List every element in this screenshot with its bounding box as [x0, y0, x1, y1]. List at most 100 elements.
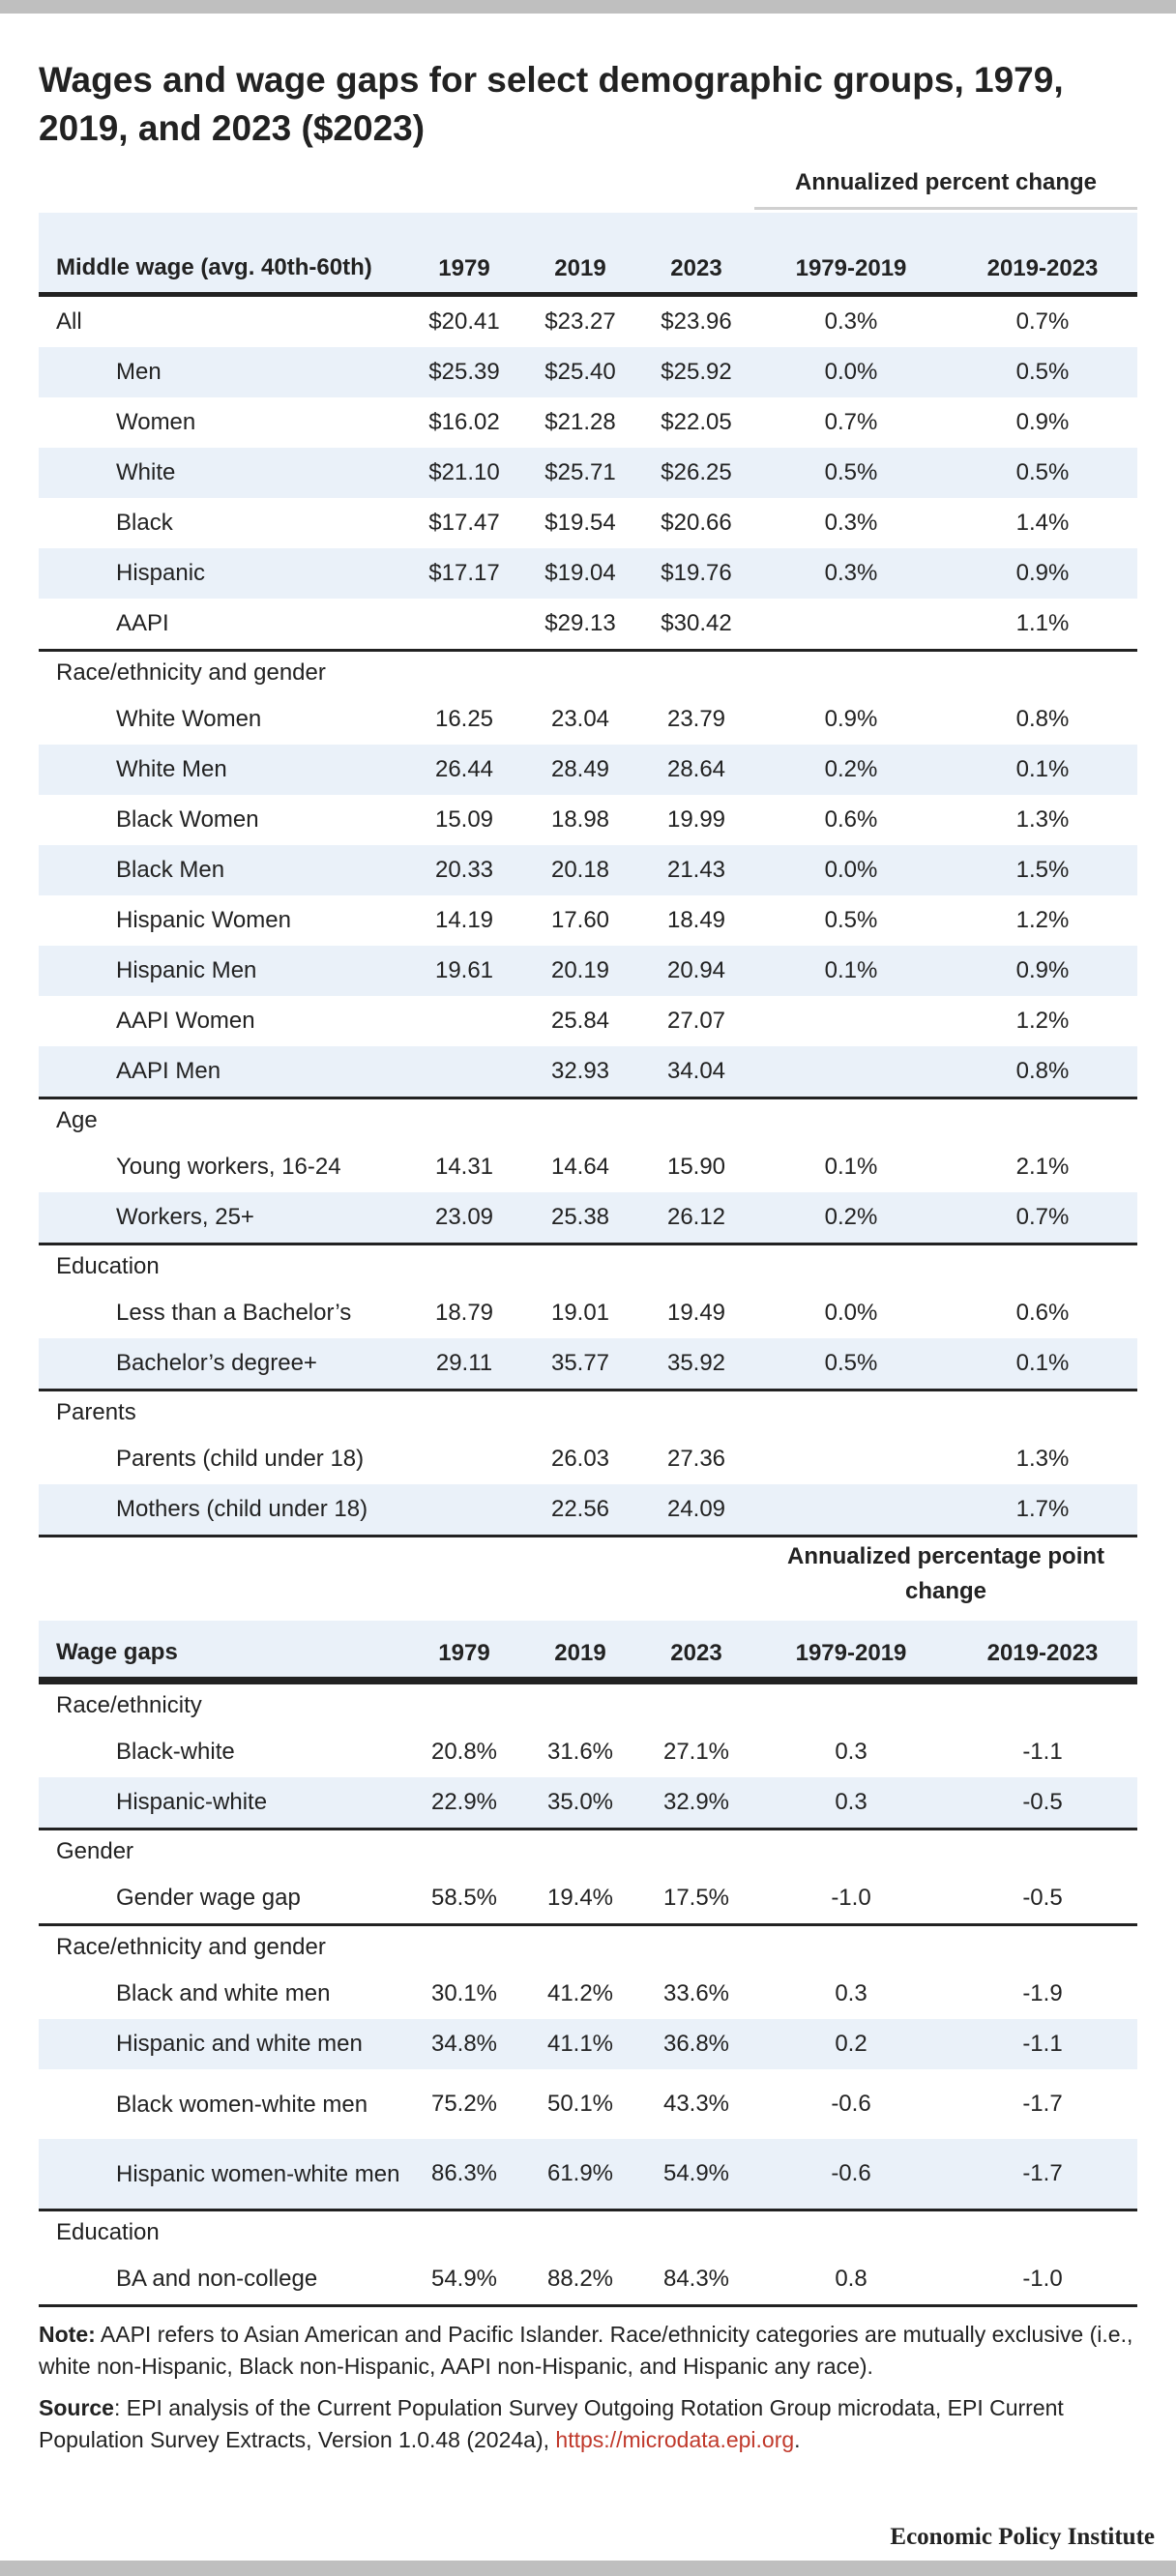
group-label-gender: Gender: [56, 1838, 134, 1864]
cell-2023: 33.6%: [662, 1980, 730, 2006]
cell-1979-2019: 0.9%: [824, 706, 878, 732]
table-row: Workers, 25+ 23.09 25.38 26.12 0.2% 0.7%: [39, 1192, 1137, 1243]
row-label-hispanic: Hispanic: [116, 560, 206, 586]
table-row: Black women-white men 75.2% 50.1% 43.3% -0.6…: [39, 2069, 1137, 2139]
spanner-row-1: Annualized percent change: [39, 162, 1137, 213]
cell-1979-2019: 0.0%: [824, 359, 878, 385]
table-row: Hispanic $17.17 $19.04 $19.76 0.3% 0.9%: [39, 548, 1137, 599]
cell-1979-2019: 0.3: [835, 1789, 867, 1815]
cell-2019-2023: 0.8%: [1015, 1058, 1070, 1084]
cell-2019-2023: -1.1: [1022, 1739, 1063, 1765]
group-label-row: Education: [39, 1243, 1137, 1288]
cell-1979: 16.25: [434, 706, 494, 732]
col-header-wage-gaps: Wage gaps: [56, 1639, 178, 1665]
row-label-men: Men: [116, 359, 162, 385]
table-row: AAPI Women 25.84 27.07 1.2%: [39, 996, 1137, 1046]
cell-2019: 50.1%: [546, 2091, 614, 2117]
cell-2023: 32.9%: [662, 1789, 730, 1815]
table-row: White Men 26.44 28.49 28.64 0.2% 0.1%: [39, 745, 1137, 795]
table-row: Bachelor’s degree+ 29.11 35.77 35.92 0.5% 0.1…: [39, 1338, 1137, 1389]
cell-2019: 32.93: [550, 1058, 610, 1084]
cell-1979: 14.31: [434, 1154, 494, 1180]
cell-2019: 88.2%: [546, 2266, 614, 2292]
table-row: Parents (child under 18) 26.03 27.36 1.3%: [39, 1434, 1137, 1484]
row-label-hispanic-white: Hispanic-white: [116, 1789, 268, 1815]
cell-2019: 22.56: [550, 1496, 610, 1522]
row-label-black-and-white-men: Black and white men: [116, 1980, 331, 2006]
page-title: Wages and wage gaps for select demograph…: [39, 60, 1064, 148]
cell-1979: 15.09: [434, 806, 494, 833]
cell-1979-2019: 0.5%: [824, 1350, 878, 1376]
row-label-hispanic-women-white-men: Hispanic women-white men: [116, 2160, 400, 2187]
cell-1979-2019: 0.3%: [824, 510, 878, 536]
group-label-row: Age: [39, 1097, 1137, 1142]
cell-2019: $25.71: [544, 459, 616, 485]
cell-1979: $16.02: [428, 409, 500, 435]
cell-2019: $21.28: [544, 409, 616, 435]
cell-2023: 43.3%: [662, 2091, 730, 2117]
cell-2019-2023: 1.2%: [1015, 907, 1070, 933]
cell-2019-2023: 0.1%: [1015, 1350, 1070, 1376]
cell-2019: 23.04: [550, 706, 610, 732]
cell-2019-2023: 0.5%: [1015, 359, 1070, 385]
group-label-age: Age: [56, 1107, 98, 1133]
cell-2019-2023: 0.9%: [1015, 560, 1070, 586]
row-label-women: Women: [116, 409, 196, 435]
notes-block: Note: AAPI refers to Asian American and …: [39, 2319, 1141, 2466]
table-row: Black $17.47 $19.54 $20.66 0.3% 1.4%: [39, 498, 1137, 548]
cell-2023: 19.49: [666, 1300, 726, 1326]
cell-2019-2023: 0.9%: [1015, 957, 1070, 983]
cell-2019: 31.6%: [546, 1739, 614, 1765]
row-label-less-than-a-bachelor-s: Less than a Bachelor’s: [116, 1300, 352, 1326]
data-table: Annualized percent change Middle wage (a…: [39, 162, 1137, 2307]
cell-2019-2023: 0.8%: [1015, 706, 1070, 732]
cell-1979: $20.41: [428, 308, 500, 335]
cell-2019-2023: 0.5%: [1015, 459, 1070, 485]
table-row: Less than a Bachelor’s 18.79 19.01 19.49 0.0…: [39, 1288, 1137, 1338]
cell-1979: 58.5%: [430, 1885, 498, 1911]
bottom-bar: [0, 2561, 1176, 2576]
cell-2019-2023: 0.7%: [1015, 1204, 1070, 1230]
cell-1979: 54.9%: [430, 2266, 498, 2292]
col-header-2019-2023: 2019-2023: [986, 255, 1099, 281]
cell-1979-2019: 0.0%: [824, 1300, 878, 1326]
row-label-white: White: [116, 459, 176, 485]
cell-1979-2019: 0.2%: [824, 756, 878, 782]
col-header-2023: 2023: [670, 255, 722, 281]
table-row: Hispanic Women 14.19 17.60 18.49 0.5% 1.2%: [39, 895, 1137, 946]
cell-1979-2019: 0.3: [835, 1980, 867, 2006]
row-label-mothers-child-under-18: Mothers (child under 18): [116, 1496, 368, 1522]
cell-2023: $20.66: [661, 510, 732, 536]
row-label-black-women-white-men: Black women-white men: [116, 2091, 368, 2118]
col-header-1979: 1979: [438, 1640, 490, 1666]
cell-2023: $25.92: [661, 359, 732, 385]
table-row: White Women 16.25 23.04 23.79 0.9% 0.8%: [39, 694, 1137, 745]
cell-1979: 20.8%: [430, 1739, 498, 1765]
cell-2023: $30.42: [661, 610, 732, 636]
col-header-1979: 1979: [438, 255, 490, 281]
cell-2023: 21.43: [666, 857, 726, 883]
cell-1979-2019: 0.0%: [824, 857, 878, 883]
row-label-hispanic-men: Hispanic Men: [116, 957, 257, 983]
table-row: Hispanic-white 22.9% 35.0% 32.9% 0.3 -0.5: [39, 1777, 1137, 1828]
cell-2019-2023: 0.6%: [1015, 1300, 1070, 1326]
cell-2019: 28.49: [550, 756, 610, 782]
table-row: Gender wage gap 58.5% 19.4% 17.5% -1.0 -0.5: [39, 1873, 1137, 1923]
source-link[interactable]: https://microdata.epi.org: [555, 2427, 795, 2452]
group-label-race-ethnicity-and-gender: Race/ethnicity and gender: [56, 659, 326, 686]
group-label-parents: Parents: [56, 1399, 136, 1425]
table-header-wages: Middle wage (avg. 40th-60th) 1979 2019 2…: [39, 213, 1137, 297]
cell-2019-2023: 1.3%: [1015, 806, 1070, 833]
spanner-row-2: Annualized percentage point change: [39, 1537, 1137, 1621]
cell-2019-2023: 2.1%: [1015, 1154, 1070, 1180]
cell-2019: $29.13: [544, 610, 616, 636]
group-label-row: Race/ethnicity and gender: [39, 649, 1137, 694]
cell-2023: $22.05: [661, 409, 732, 435]
cell-2023: 27.1%: [662, 1739, 730, 1765]
cell-2023: 26.12: [666, 1204, 726, 1230]
col-header-1979-2019: 1979-2019: [795, 1640, 907, 1666]
group-label-race-ethnicity-and-gender: Race/ethnicity and gender: [56, 1934, 326, 1960]
cell-2019-2023: -1.7: [1022, 2091, 1063, 2117]
table-row: Men $25.39 $25.40 $25.92 0.0% 0.5%: [39, 347, 1137, 397]
cell-2023: 24.09: [666, 1496, 726, 1522]
